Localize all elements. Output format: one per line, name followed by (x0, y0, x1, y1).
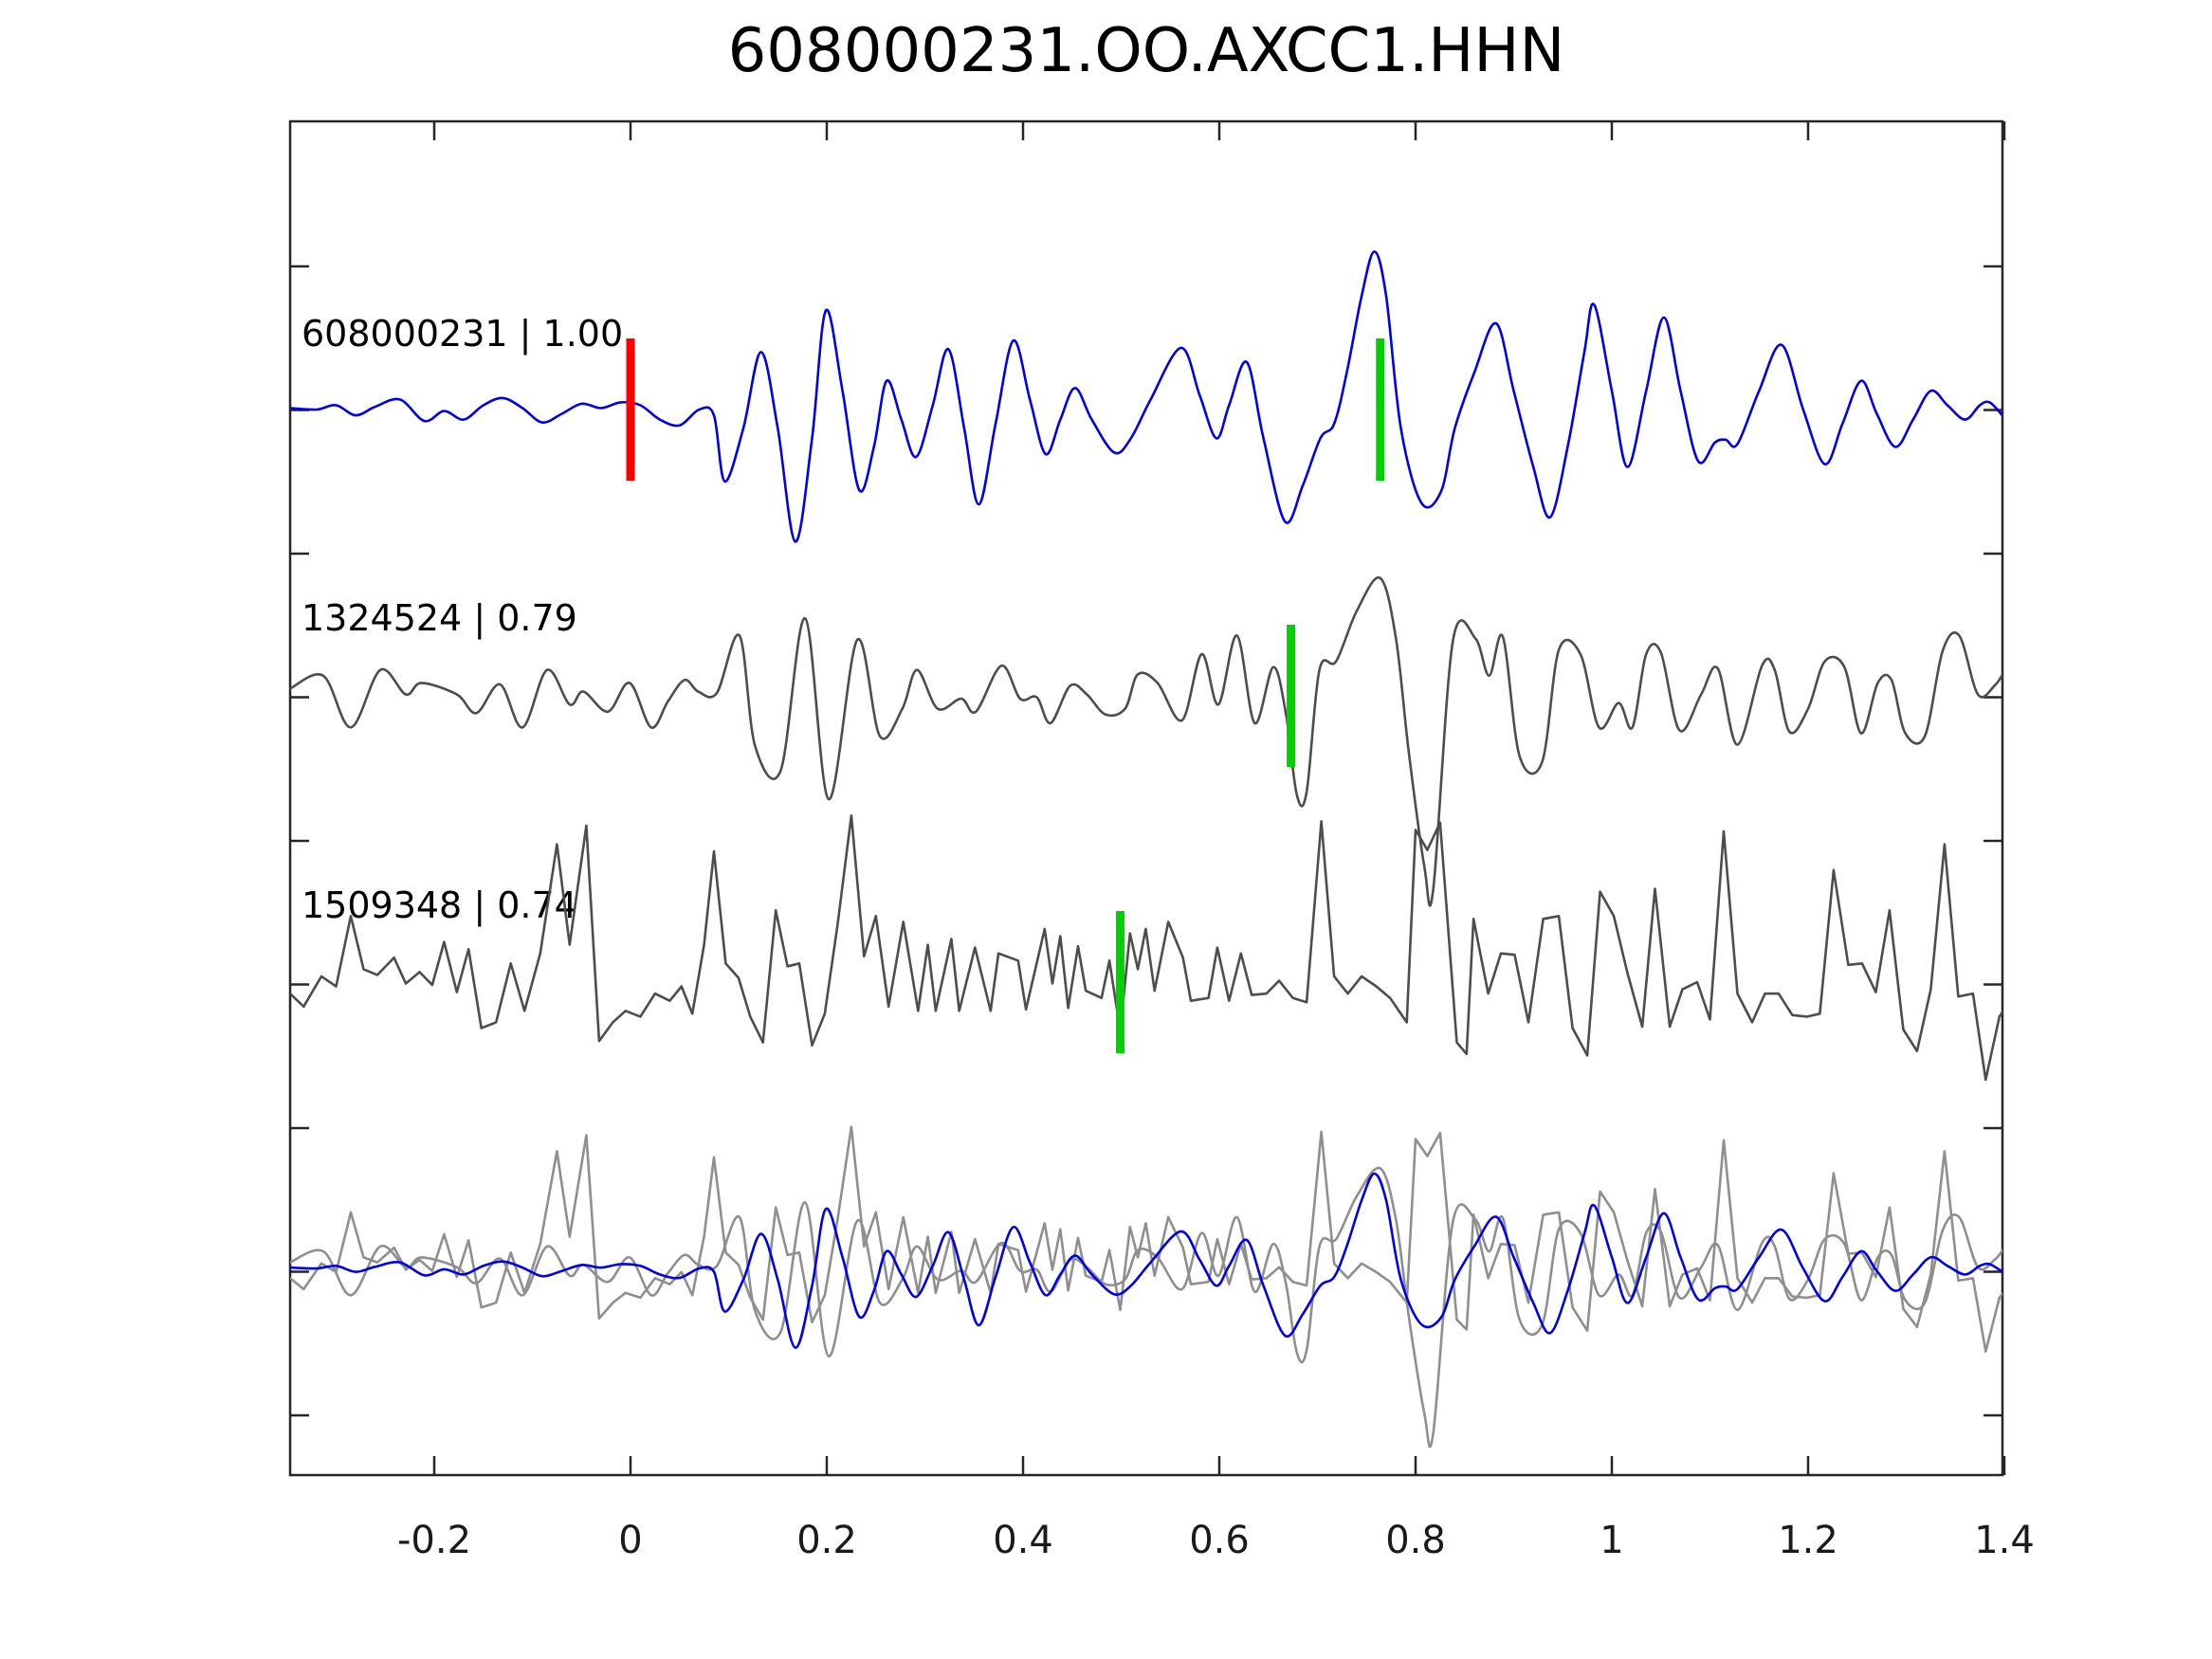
x-tick-label: 0.8 (1385, 1519, 1446, 1562)
pick-markers (626, 338, 1385, 1053)
overlay-template (290, 1172, 2002, 1349)
x-tick-label: 0.2 (796, 1519, 857, 1562)
overlay-detection_1509348 (290, 1125, 2002, 1353)
x-tick-label: 1.4 (1974, 1519, 2035, 1562)
waveform-trace-template (290, 250, 2002, 543)
trace-label-1509348: 1509348 | 0.74 (302, 884, 577, 927)
waveform-trace-detection_1324524 (290, 576, 2002, 907)
trace-label-608000231: 608000231 | 1.00 (302, 313, 623, 356)
page-title: 608000231.OO.AXCC1.HHN (728, 16, 1565, 86)
waveform-traces (290, 250, 2002, 1449)
waveform-trace-detection_1509348 (290, 814, 2002, 1082)
x-tick-label: 1 (1600, 1519, 1623, 1562)
plot-border (288, 119, 2004, 1477)
axis-ticks (290, 121, 2006, 1475)
x-tick-label: 0.4 (993, 1519, 1053, 1562)
axis-tick-labels: -0.2 0 0.2 0.4 0.6 0.8 1 1.2 1.4 (397, 1519, 2035, 1562)
trace-label-1324524: 1324524 | 0.79 (302, 597, 577, 640)
overlay-detection_1324524 (290, 1166, 2002, 1449)
x-tick-label: 0.6 (1189, 1519, 1250, 1562)
x-tick-label: 0 (618, 1519, 642, 1562)
x-tick-label: 1.2 (1778, 1519, 1838, 1562)
x-tick-label: -0.2 (397, 1519, 471, 1562)
